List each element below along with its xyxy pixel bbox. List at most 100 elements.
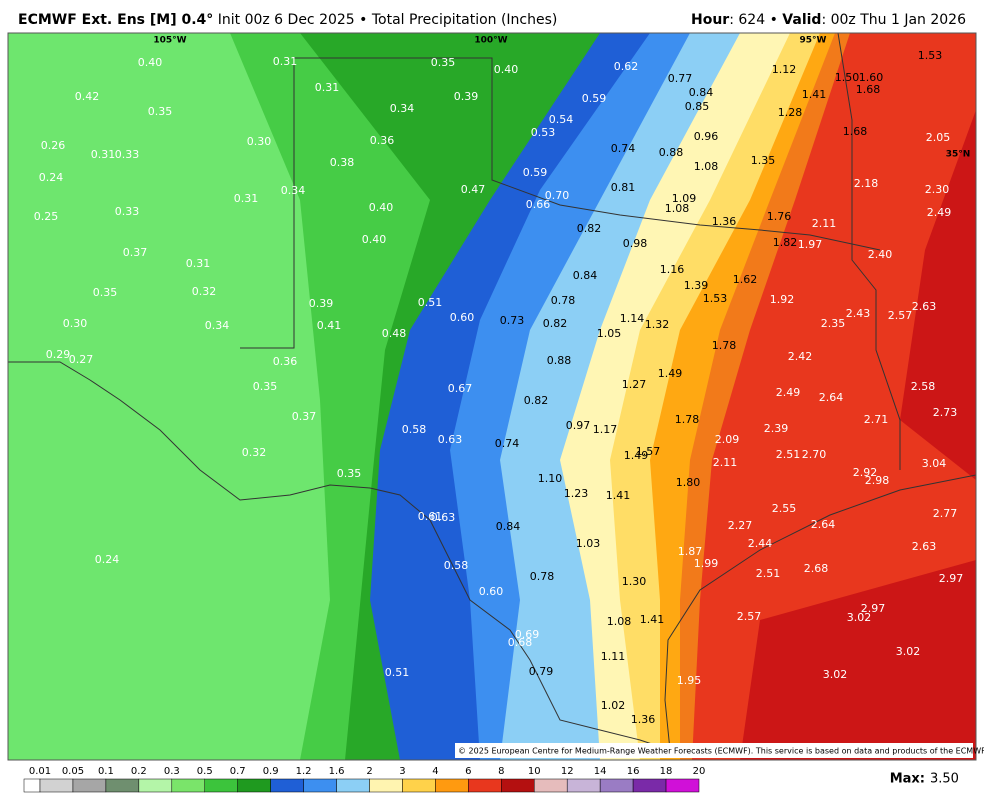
colorbar-label: 8	[498, 766, 504, 777]
colorbar-swatch	[105, 778, 140, 793]
precip-label: 2.42	[788, 350, 813, 363]
precip-label: 0.32	[192, 285, 217, 298]
colorbar-swatch	[303, 778, 337, 793]
precip-label: 0.39	[309, 297, 334, 310]
precip-label: 0.67	[448, 382, 473, 395]
precip-label: 0.34	[281, 184, 306, 197]
precip-label: 1.62	[733, 273, 758, 286]
precip-label: 0.82	[543, 317, 568, 330]
precip-label: 0.37	[292, 410, 317, 423]
precip-label: 0.27	[69, 353, 94, 366]
precip-label: 1.80	[676, 476, 701, 489]
colorbar-label: 2	[366, 766, 372, 777]
precip-label: 1.09	[672, 192, 697, 205]
precip-label: 0.82	[577, 222, 602, 235]
colorbar-label: 0.01	[29, 766, 51, 777]
precip-label: 0.48	[382, 327, 407, 340]
precip-label: 0.96	[694, 130, 719, 143]
precip-label: 0.31	[186, 257, 211, 270]
border	[294, 57, 881, 251]
precip-label: 1.49	[658, 367, 683, 380]
precip-label: 0.40	[138, 56, 163, 69]
precip-label: 0.38	[330, 156, 355, 169]
precip-label: 2.05	[926, 131, 951, 144]
copyright: © 2025 European Centre for Medium-Range …	[458, 747, 984, 756]
precip-label: 0.31	[91, 148, 116, 161]
precip-label: 1.35	[751, 154, 776, 167]
colorbar-label: 0.1	[98, 766, 114, 777]
precip-label: 0.68	[508, 636, 533, 649]
precip-label: 2.49	[927, 206, 952, 219]
precip-label: 1.11	[601, 650, 626, 663]
precip-label: 1.99	[694, 557, 719, 570]
precip-label: 1.12	[772, 63, 797, 76]
colorbar-label: 16	[627, 766, 640, 777]
title: ECMWF Ext. Ens [M] 0.4° Init 00z 6 Dec 2…	[18, 12, 557, 28]
colorbar-swatch	[501, 778, 535, 793]
precip-label: 0.59	[523, 166, 548, 179]
precip-label: 0.25	[34, 210, 59, 223]
precip-label: 1.28	[778, 106, 803, 119]
precip-label: 1.14	[620, 312, 645, 325]
precip-label: 0.74	[495, 437, 520, 450]
precip-label: 3.02	[847, 611, 872, 624]
precip-label: 0.34	[205, 319, 230, 332]
precip-label: 0.47	[461, 183, 486, 196]
precip-label: 2.35	[821, 317, 846, 330]
precip-label: 2.43	[846, 307, 871, 320]
precip-label: 1.76	[767, 210, 792, 223]
precip-label: 0.60	[450, 311, 475, 324]
precip-label: 1.97	[798, 238, 823, 251]
precip-label: 0.88	[547, 354, 572, 367]
colorbar-swatch	[270, 778, 304, 793]
colorbar-swatch	[632, 778, 667, 793]
colorbar-swatch	[204, 778, 238, 793]
precip-label: 0.97	[566, 419, 591, 432]
colorbar-swatch	[23, 778, 41, 793]
precip-label: 0.61	[418, 510, 443, 523]
precip-label: 1.27	[622, 378, 647, 391]
precip-label: 2.98	[865, 474, 890, 487]
precip-label: 1.39	[684, 279, 709, 292]
precip-label: 0.98	[623, 237, 648, 250]
precip-label: 0.88	[659, 146, 684, 159]
precip-label: 0.29	[46, 348, 71, 361]
precip-label: 1.82	[773, 236, 798, 249]
colorbar-label: 4	[432, 766, 438, 777]
precip-label: 0.66	[526, 198, 551, 211]
precip-label: 2.11	[713, 456, 738, 469]
valid-label: Valid	[782, 12, 822, 28]
gridline-label: 35°N	[946, 150, 971, 160]
precip-label: 1.57	[636, 445, 661, 458]
precip-label: 2.55	[772, 502, 797, 515]
precip-label: 2.97	[939, 572, 964, 585]
precip-label: 2.51	[776, 448, 801, 461]
precip-label: 0.34	[390, 102, 415, 115]
precip-label: 2.63	[912, 540, 937, 553]
precip-label: 2.68	[804, 562, 829, 575]
precip-field	[8, 33, 976, 760]
precip-label: 1.41	[606, 489, 631, 502]
precip-label: 0.39	[454, 90, 479, 103]
precip-label: 0.35	[93, 286, 118, 299]
precip-label: 1.08	[607, 615, 632, 628]
precip-label: 0.78	[551, 294, 576, 307]
precip-label: 2.92	[853, 466, 878, 479]
colorbar-swatch	[566, 778, 601, 793]
precip-label: 0.69	[515, 628, 540, 641]
colorbar-label: 0.2	[131, 766, 147, 777]
title-bold: ECMWF Ext. Ens [M] 0.4°	[18, 12, 214, 28]
precip-label: 1.08	[665, 202, 690, 215]
precip-label: 2.73	[933, 406, 958, 419]
precip-label: 2.97	[861, 602, 886, 615]
precip-label: 0.24	[95, 553, 120, 566]
precip-label: 1.78	[675, 413, 700, 426]
precip-label: 0.84	[689, 86, 714, 99]
precip-label: 1.08	[694, 160, 719, 173]
coast	[664, 474, 976, 751]
precip-label: 0.42	[75, 90, 100, 103]
precip-label: 1.53	[703, 292, 728, 305]
precip-label: 0.35	[148, 105, 173, 118]
precip-label: 0.40	[362, 233, 387, 246]
precip-label: 1.53	[918, 49, 943, 62]
